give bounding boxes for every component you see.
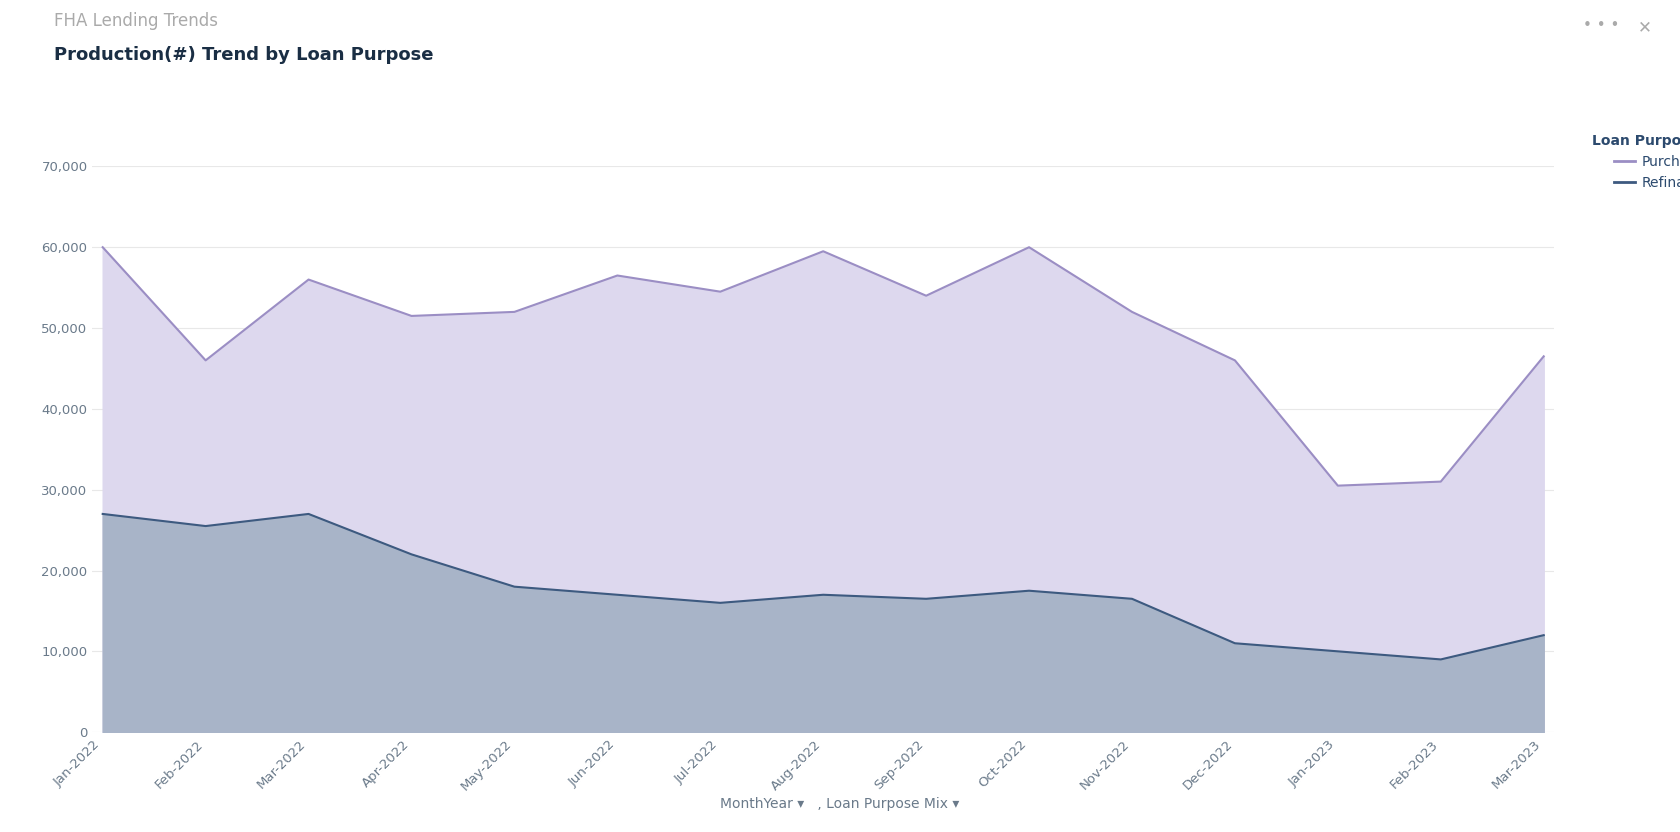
Text: • • •: • • • bbox=[1583, 18, 1620, 33]
Text: Production(#) Trend by Loan Purpose: Production(#) Trend by Loan Purpose bbox=[54, 46, 433, 64]
Text: MonthYear ▾   , Loan Purpose Mix ▾: MonthYear ▾ , Loan Purpose Mix ▾ bbox=[721, 797, 959, 811]
Legend: Purchase, Refinance: Purchase, Refinance bbox=[1586, 128, 1680, 195]
Text: ✕: ✕ bbox=[1638, 18, 1651, 37]
Text: FHA Lending Trends: FHA Lending Trends bbox=[54, 12, 218, 31]
